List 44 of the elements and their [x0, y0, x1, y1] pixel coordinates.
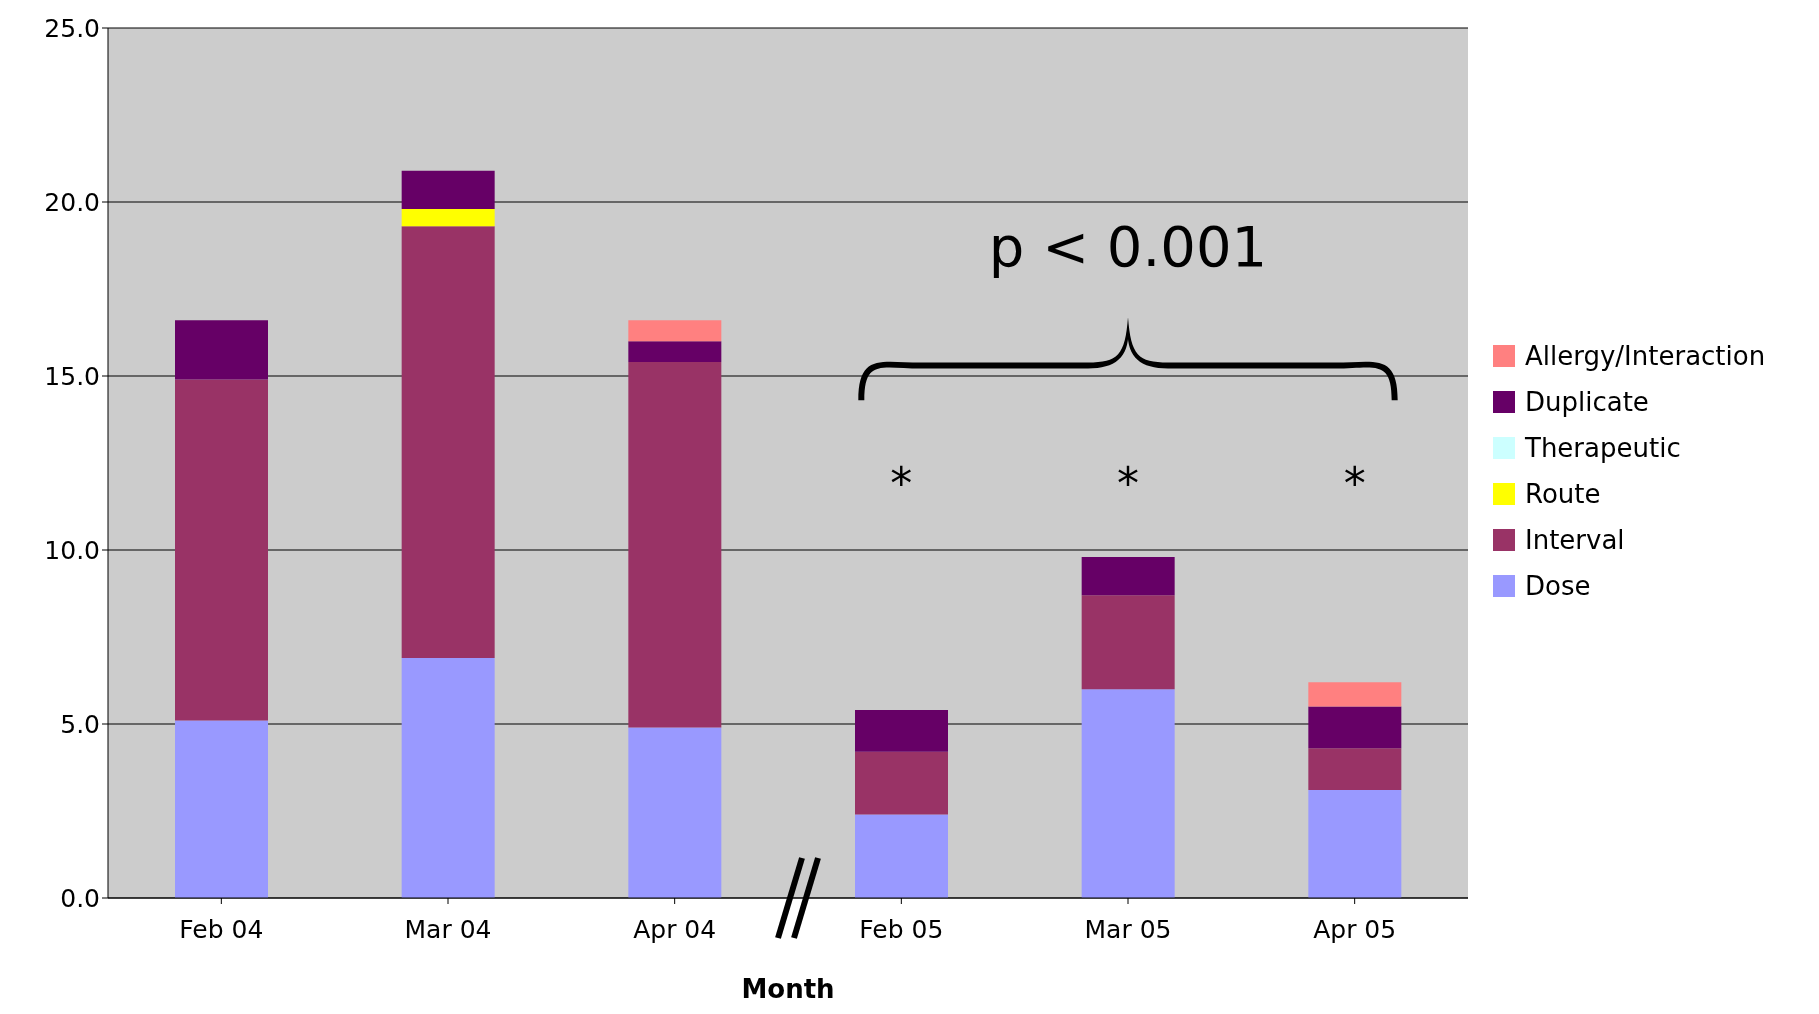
bar: [401, 208, 495, 227]
bar: [628, 341, 722, 363]
bar: [628, 320, 722, 342]
bar: [401, 170, 495, 209]
x-tick-label: Mar 05: [1084, 914, 1172, 944]
bar: [628, 727, 722, 898]
bar: [855, 814, 948, 898]
y-tick-label: 25.0: [44, 13, 100, 43]
annotation: p < 0.001: [988, 213, 1268, 279]
bar: [1308, 790, 1402, 898]
bar: [175, 720, 268, 898]
bar: [855, 710, 948, 752]
legend-label: Dose: [1525, 571, 1591, 601]
x-tick-label: Mar 04: [404, 914, 492, 944]
bar: [1308, 682, 1402, 707]
legend-label: Route: [1525, 479, 1601, 509]
y-tick-label: 10.0: [44, 535, 100, 565]
annotation: *: [1117, 458, 1139, 510]
legend-label: Interval: [1525, 525, 1625, 555]
bar: [1081, 556, 1175, 596]
bar: [401, 657, 495, 898]
y-tick-label: 15.0: [44, 361, 100, 391]
bar: [1308, 706, 1402, 749]
x-axis-title: Month: [741, 974, 835, 1004]
bar: [175, 379, 268, 721]
legend-label: Therapeutic: [1525, 433, 1681, 463]
y-tick-label: 20.0: [44, 187, 100, 217]
bar: [1081, 689, 1175, 898]
y-tick-label: 0.0: [60, 883, 100, 913]
y-tick-label: 5.0: [60, 709, 100, 739]
bar: [1081, 595, 1175, 690]
bar: [175, 320, 268, 380]
bar: [855, 751, 948, 815]
bar: [1308, 748, 1402, 791]
x-tick-label: Apr 04: [633, 914, 717, 944]
x-tick-label: Apr 05: [1313, 914, 1397, 944]
x-tick-label: Feb 04: [179, 914, 264, 944]
legend-label: Allergy/Interaction: [1525, 341, 1766, 371]
bar: [628, 362, 722, 728]
annotation: *: [890, 458, 913, 510]
x-tick-label: Feb 05: [859, 914, 944, 944]
bar: [401, 226, 495, 658]
annotation: *: [1343, 458, 1366, 510]
legend-label: Duplicate: [1525, 387, 1649, 417]
